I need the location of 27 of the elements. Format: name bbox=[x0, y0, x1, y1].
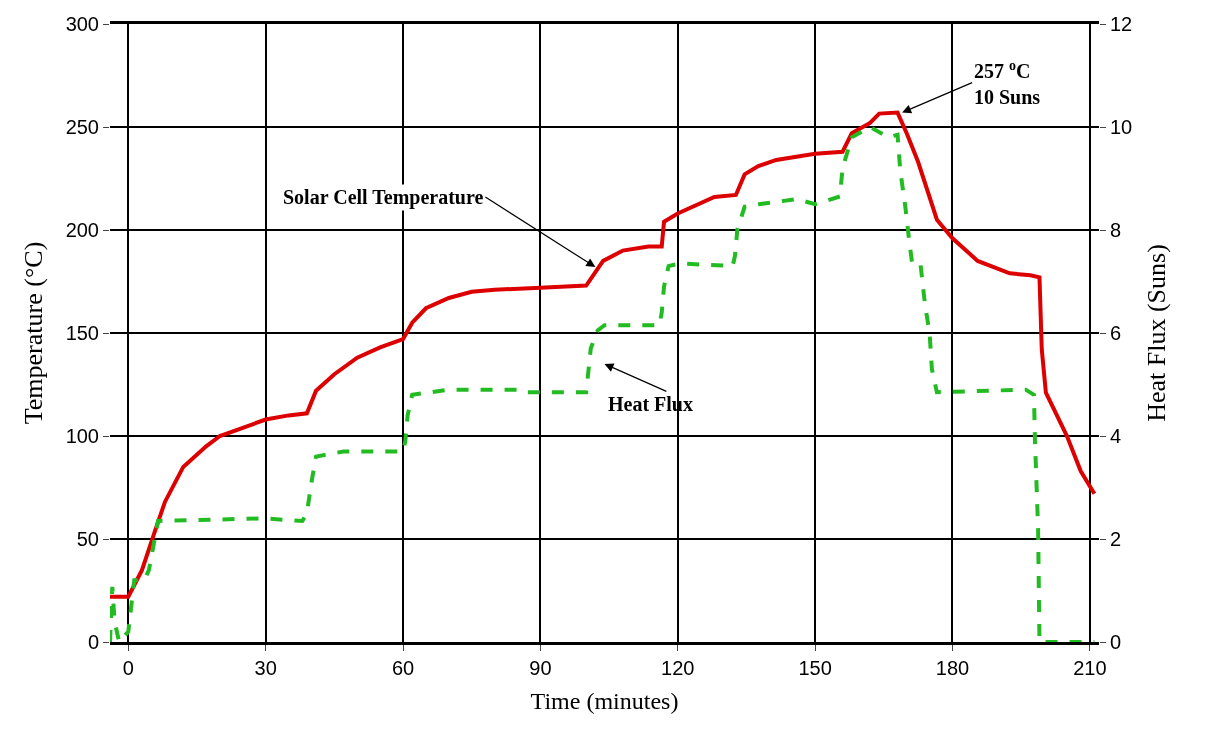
annotation: 257 $^{o}$C 10 Suns bbox=[974, 58, 1041, 109]
y-tick-label: 300 bbox=[65, 13, 99, 35]
x-tick-label: 210 bbox=[1073, 657, 1107, 679]
x-axis-title: Time (minutes) bbox=[530, 688, 679, 715]
x-tick-label: 150 bbox=[798, 657, 832, 679]
y-tick-label: 200 bbox=[65, 219, 99, 241]
y2-tick-label: 10 bbox=[1110, 116, 1133, 138]
y2-axis-title: Heat Flux (Suns) bbox=[1141, 244, 1171, 422]
y2-tick-label: 4 bbox=[1110, 425, 1122, 447]
y2-tick-label: 0 bbox=[1110, 631, 1122, 653]
annotation: Solar Cell Temperature bbox=[283, 186, 484, 209]
y2-tick-label: 6 bbox=[1110, 322, 1122, 344]
x-tick-label: 90 bbox=[529, 657, 552, 679]
y-axis-title: Temperature (°C) bbox=[19, 241, 49, 425]
x-tick-label: 180 bbox=[935, 657, 970, 679]
x-tick-label: 0 bbox=[122, 657, 134, 679]
y2-tick-label: 2 bbox=[1110, 528, 1122, 550]
y2-tick-label: 8 bbox=[1110, 219, 1122, 241]
y2-tick-label: 12 bbox=[1110, 13, 1133, 35]
x-tick-label: 60 bbox=[391, 657, 415, 679]
y-tick-label: 150 bbox=[65, 322, 99, 344]
x-tick-label: 30 bbox=[254, 657, 277, 679]
y-tick-label: 100 bbox=[65, 425, 99, 447]
x-tick-label: 120 bbox=[661, 657, 695, 679]
y-tick-label: 50 bbox=[76, 528, 99, 550]
y-tick-label: 250 bbox=[65, 116, 99, 138]
y-tick-label: 0 bbox=[87, 631, 99, 653]
